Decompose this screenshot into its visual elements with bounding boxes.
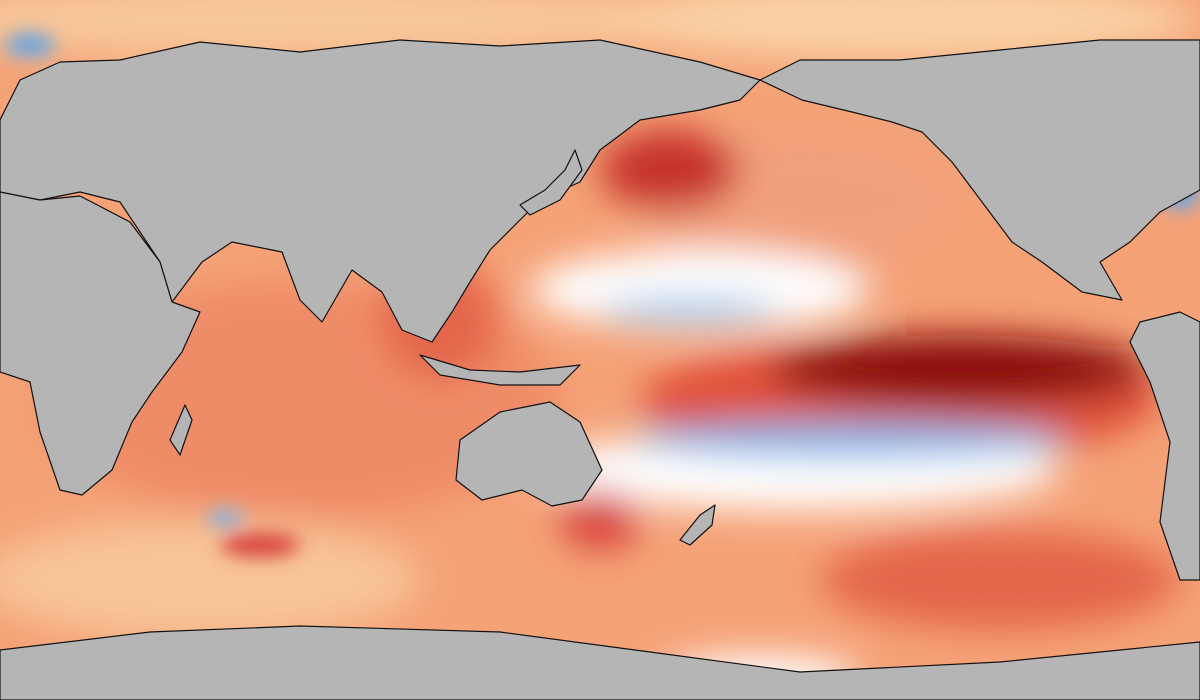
anomaly-blob xyxy=(600,298,780,322)
north-america xyxy=(759,39,1200,301)
new-zealand xyxy=(679,504,716,546)
anomaly-blob xyxy=(630,422,1070,458)
anomaly-blob xyxy=(600,130,740,210)
antarctica xyxy=(0,625,1200,700)
south-america xyxy=(1129,311,1200,581)
anomaly-blob xyxy=(220,533,300,557)
indonesia xyxy=(419,354,581,386)
anomaly-blob xyxy=(5,33,55,57)
anomaly-blob xyxy=(0,520,420,640)
land xyxy=(0,39,1200,700)
anomaly-blob xyxy=(207,510,243,526)
madagascar xyxy=(169,404,193,456)
japan xyxy=(519,149,583,216)
australia xyxy=(455,401,603,507)
africa xyxy=(0,191,201,496)
anomaly-blob xyxy=(770,335,1150,405)
anomaly-blob xyxy=(560,490,640,550)
anomaly-blob xyxy=(820,530,1180,630)
